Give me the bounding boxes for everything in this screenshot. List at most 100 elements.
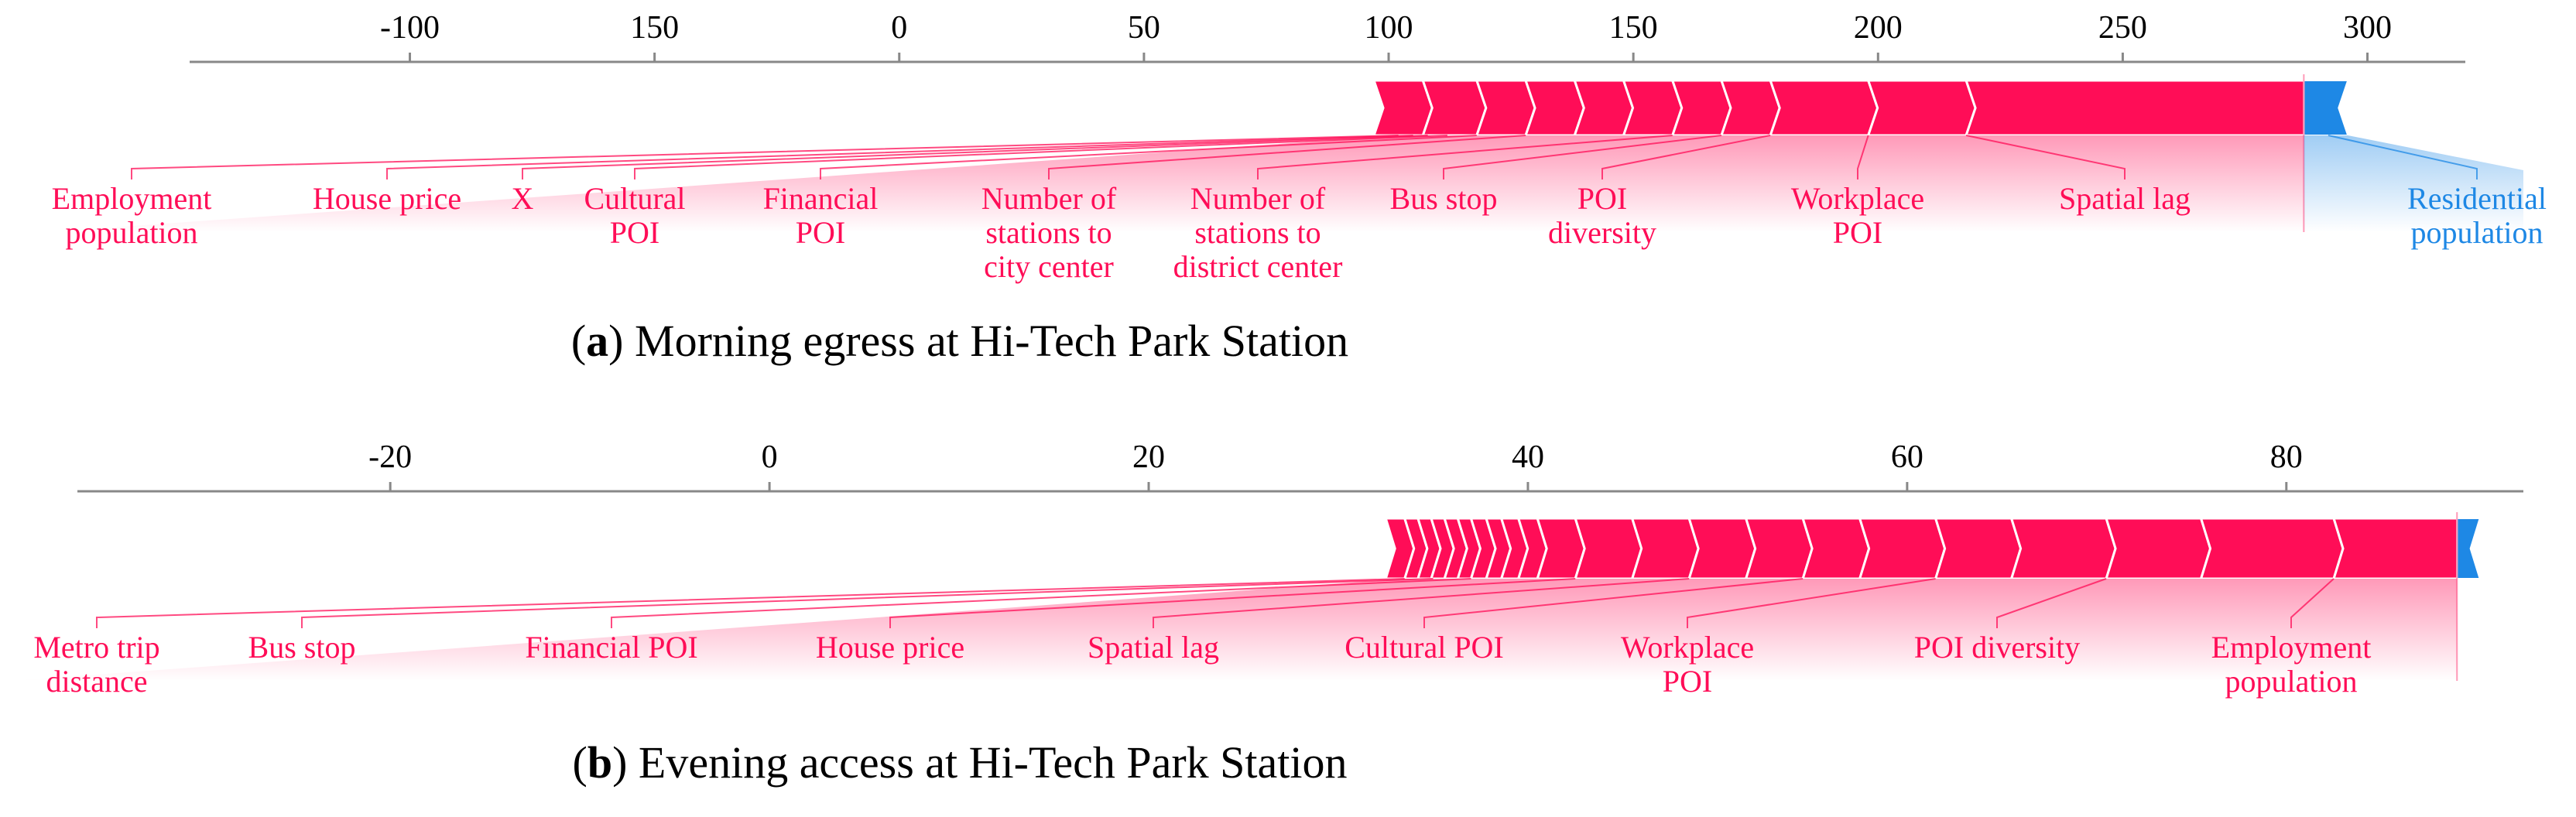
label-connector [889,578,1576,628]
positive-segment [1744,517,1814,580]
feature-label: Cultural [584,181,685,216]
positive-segment [2199,517,2345,580]
positive-segment [1965,79,2314,137]
feature-label: House price [313,181,461,216]
feature-label: POI [1833,215,1882,250]
label-connector [1857,135,1869,179]
caption-letter: a [586,316,608,366]
label-connector [522,135,1428,179]
feature-label: Number of [981,181,1117,216]
feature-label: X [512,181,534,216]
label-connector [2328,135,2478,179]
feature-label: population [65,215,197,250]
positive-segment [1670,79,1732,137]
label-connector [820,135,1477,179]
figure-caption: (b) Evening access at Hi-Tech Park Stati… [572,737,1347,788]
x-tick-label: 0 [762,439,778,475]
feature-label: Cultural POI [1345,630,1504,665]
feature-label: Workplace [1621,630,1754,665]
feature-label: POI [796,215,845,250]
x-tick-label: 50 [1128,10,1160,46]
positive-segment [1866,79,1977,137]
x-tick-label: 150 [630,10,679,46]
positive-segment [2105,517,2212,580]
positive-segment [1523,79,1585,137]
feature-label: POI [1663,664,1712,699]
figure-caption: (a) Morning egress at Hi-Tech Park Stati… [571,316,1348,366]
x-tick-label: 250 [2098,10,2147,46]
x-tick-label: 80 [2270,439,2303,475]
x-tick-label: 20 [1132,439,1165,475]
label-connector [1048,135,1526,179]
feature-label: POI diversity [1914,630,2080,665]
positive-fan [46,135,2304,232]
label-connector [301,578,1434,628]
feature-label: diversity [1548,215,1656,250]
label-connector [1687,578,1936,628]
positive-fan [12,579,2458,681]
positive-segment [1934,517,2023,580]
label-connector [2290,578,2334,628]
label-connector [1423,578,1804,628]
x-tick-label: 300 [2343,10,2392,46]
feature-label: POI [1577,181,1627,216]
positive-segment [1801,517,1871,580]
x-tick-label: 40 [1512,439,1544,475]
positive-segment [1475,79,1536,137]
positive-segment [2009,517,2117,580]
positive-segment [1630,517,1700,580]
label-connector [386,135,1413,179]
x-tick-label: 0 [891,10,907,46]
positive-segment [1421,79,1488,137]
positive-segment [1687,517,1757,580]
positive-segment [1622,79,1684,137]
caption-text: Morning egress at Hi-Tech Park Station [624,316,1349,366]
positive-segment [1719,79,1781,137]
feature-label: Metro trip [33,630,159,665]
feature-label: Financial POI [525,630,697,665]
feature-label: Financial [763,181,879,216]
x-tick-label: 100 [1365,10,1413,46]
positive-segment [2332,517,2468,580]
positive-segment [1574,517,1643,580]
feature-label: Bus stop [1390,181,1498,216]
feature-label: Employment [52,181,212,216]
x-tick-label: -100 [380,10,440,46]
label-connector [634,135,1447,179]
caption-text: Evening access at Hi-Tech Park Station [627,737,1347,788]
feature-label: Bus stop [248,630,356,665]
feature-label: stations to [985,215,1112,250]
positive-segment [1769,79,1879,137]
x-tick-label: 150 [1609,10,1658,46]
label-connector [131,135,1399,179]
label-connector [1601,135,1771,179]
feature-label: Residential [2407,181,2547,216]
feature-label: city center [984,249,1114,284]
x-tick-label: 60 [1891,439,1923,475]
feature-label: Employment [2211,630,2372,665]
x-tick-label: -20 [368,439,412,475]
feature-label: Spatial lag [1088,630,1219,665]
feature-label: district center [1173,249,1343,284]
label-connector [96,578,1405,628]
label-connector [611,578,1471,628]
negative-segment [2456,518,2482,579]
label-connector [1443,135,1722,179]
feature-label: stations to [1194,215,1321,250]
negative-fan [2304,135,2523,232]
feature-label: Workplace [1791,181,1924,216]
negative-segment [2303,80,2349,136]
feature-label: House price [816,630,964,665]
positive-segment [1372,79,1434,137]
caption-letter: b [587,737,612,788]
force-plot-a: -100 150 0 50 100 150 200 250 300 Employmentpopul… [46,10,2547,366]
feature-label: population [2225,664,2357,699]
x-tick-label: 200 [1854,10,1903,46]
positive-segment [1858,517,1947,580]
feature-label: distance [46,664,147,699]
feature-label: Number of [1190,181,1326,216]
label-connector [1996,578,2107,628]
positive-segment [1573,79,1635,137]
